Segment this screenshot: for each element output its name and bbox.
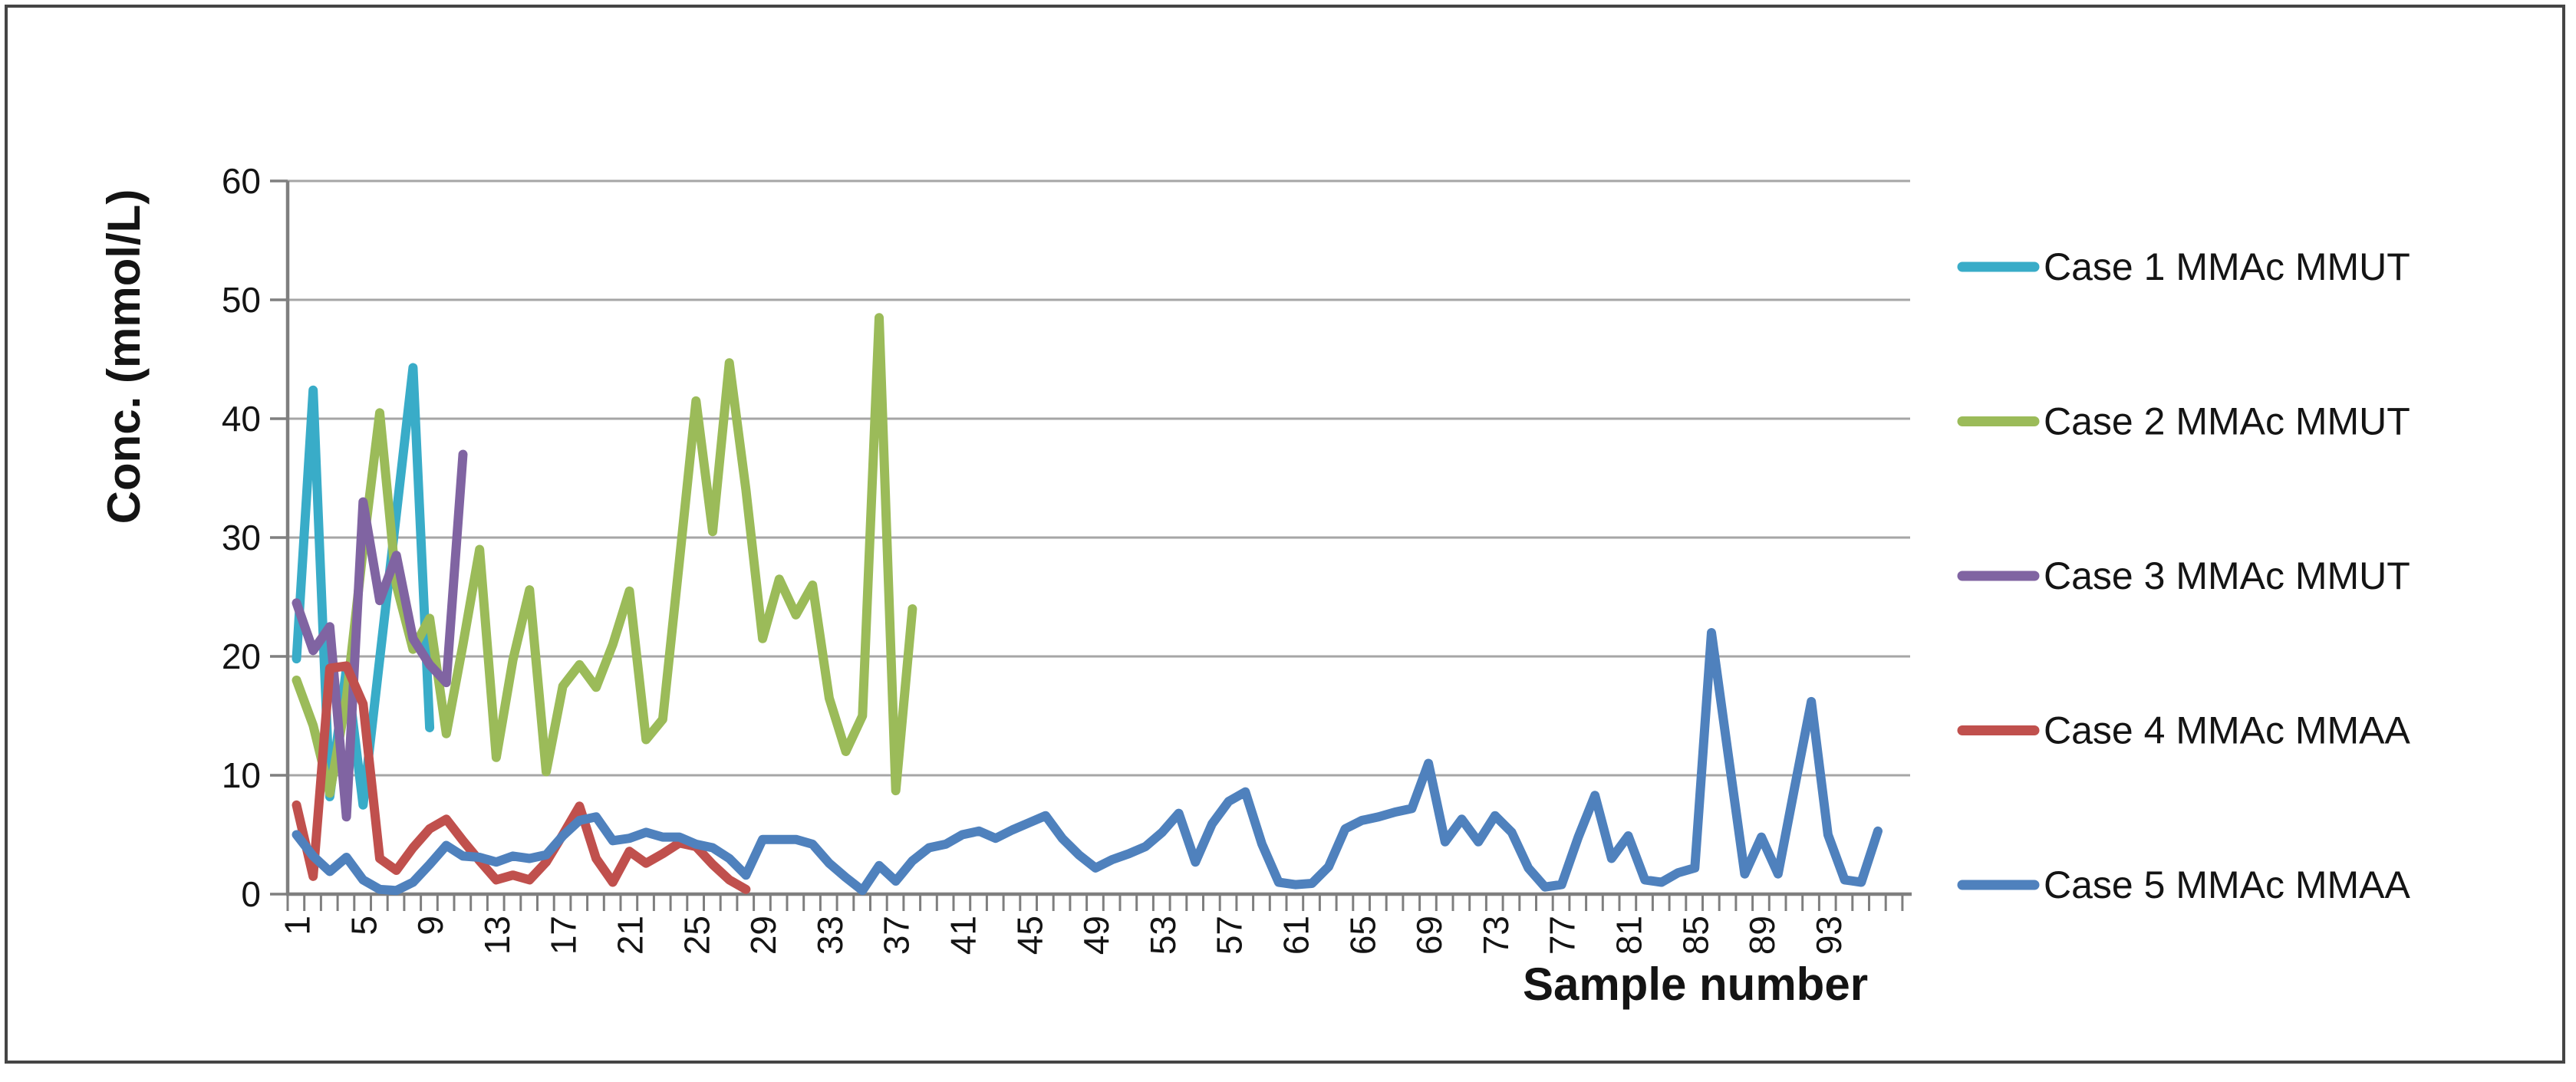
- x-axis-tick-label-13: 13: [477, 916, 517, 955]
- x-axis-tick-label-53: 53: [1143, 916, 1183, 955]
- series-line-case-1: [292, 363, 435, 810]
- y-axis-tick-label-60: 60: [222, 161, 261, 201]
- y-axis-tick-label-0: 0: [241, 874, 261, 914]
- x-axis-tick-label-65: 65: [1342, 916, 1382, 955]
- y-axis-title: Conc. (mmol/L): [98, 189, 150, 525]
- x-axis-tick-label-21: 21: [611, 916, 651, 955]
- y-axis-tick-label-10: 10: [222, 755, 261, 795]
- x-axis-tick-label-89: 89: [1742, 916, 1782, 955]
- x-axis-tick-label-17: 17: [544, 916, 584, 955]
- legend-label-case-3: Case 3 MMAc MMUT: [2044, 554, 2410, 597]
- x-axis-title: Sample number: [1522, 959, 1869, 1010]
- x-axis-tick-label-73: 73: [1476, 916, 1516, 955]
- x-axis-tick-label-1: 1: [278, 916, 318, 936]
- x-axis-tick-label-49: 49: [1076, 916, 1116, 955]
- y-axis-tick-label-50: 50: [222, 280, 261, 320]
- legend-label-case-1: Case 1 MMAc MMUT: [2044, 245, 2410, 288]
- x-axis-tick-label-29: 29: [743, 916, 783, 955]
- series-line-case-4: [292, 661, 751, 894]
- x-axis-tick-label-57: 57: [1210, 916, 1250, 955]
- legend-label-case-5: Case 5 MMAc MMAA: [2044, 863, 2411, 906]
- series-line-case-2: [292, 313, 917, 798]
- x-axis-tick-label-81: 81: [1609, 916, 1649, 955]
- x-axis-tick-label-77: 77: [1543, 916, 1583, 955]
- x-axis-tick-label-37: 37: [877, 916, 917, 955]
- x-axis-tick-label-41: 41: [944, 916, 983, 955]
- x-axis-tick-label-45: 45: [1010, 916, 1049, 955]
- y-axis-tick-label-30: 30: [222, 518, 261, 557]
- series-line-case-5: [292, 628, 1883, 896]
- y-axis-tick-label-20: 20: [222, 636, 261, 676]
- chart-border-frame: 0 10 20 30 40 50 60 1 5 9 13 17 21 25 29 33 37 41 45 49 53 57…: [5, 5, 2565, 1064]
- legend-label-case-4: Case 4 MMAc MMAA: [2044, 709, 2411, 752]
- legend-label-case-2: Case 2 MMAc MMUT: [2044, 400, 2410, 443]
- y-axis-tick-label-40: 40: [222, 399, 261, 439]
- x-axis-tick-label-33: 33: [810, 916, 850, 955]
- x-axis-tick-label-85: 85: [1675, 916, 1715, 955]
- x-axis-tick-label-93: 93: [1809, 916, 1849, 955]
- x-axis-tick-label-61: 61: [1276, 916, 1316, 955]
- concentration-line-chart: 0 10 20 30 40 50 60 1 5 9 13 17 21 25 29 33 37 41 45 49 53 57…: [222, 161, 2411, 955]
- x-axis-tick-label-5: 5: [344, 916, 384, 936]
- x-axis-tick-label-69: 69: [1409, 916, 1449, 955]
- x-axis-tick-label-25: 25: [677, 916, 716, 955]
- x-axis-tick-label-9: 9: [410, 916, 450, 936]
- series-line-case-3: [292, 449, 468, 822]
